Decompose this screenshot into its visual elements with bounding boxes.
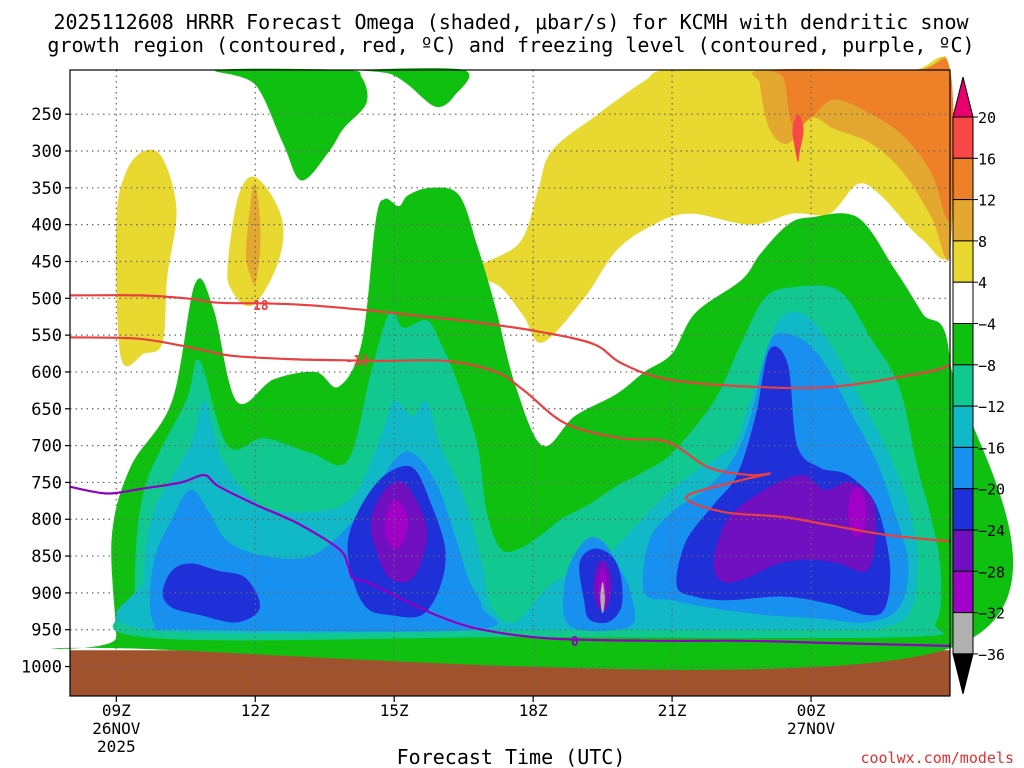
colorbar-label-7: −12: [978, 398, 1005, 416]
colorbar-label-5: −4: [978, 316, 996, 334]
y-tick-label-900: 900: [31, 584, 62, 604]
contour-1: [69, 336, 951, 543]
colorbar-swatch-10: [952, 488, 974, 531]
y-tick-label-300: 300: [31, 142, 62, 162]
omega-band-5-region-0: [215, 68, 368, 181]
colorbar-label-2: 12: [978, 192, 996, 210]
omega-band-1-region-1: [116, 149, 177, 367]
colorbar-label-12: −32: [978, 605, 1005, 623]
plot-frame: [69, 69, 951, 697]
colorbar-swatch-1: [952, 116, 974, 159]
y-tick-label-750: 750: [31, 473, 62, 493]
colorbar-swatch-12: [952, 570, 974, 614]
colorbar-swatch-8: [952, 405, 974, 448]
colorbar-swatch-6: [952, 323, 974, 366]
colorbar-label-0: 20: [978, 109, 996, 127]
colorbar-legend: 20 16 12 8 4 −4 −8 −12 −16 −20 −24 −28 −32 −36: [952, 76, 1005, 695]
colorbar-label-8: −16: [978, 439, 1005, 457]
x-tick-label-00Z-1: 27NOV: [787, 719, 836, 738]
gridlines: [70, 70, 950, 696]
x-tick-label-00Z-0: 00Z: [797, 701, 826, 720]
omega-band-5-region-1: [359, 67, 470, 108]
y-axis-pressure: 250 300 350 400 450 500 550 600 650 700 750 800 850 9…: [21, 105, 70, 678]
colorbar-label-4: 4: [978, 274, 987, 292]
y-tick-label-350: 350: [31, 179, 62, 199]
x-tick-label-12Z-0: 12Z: [241, 701, 270, 720]
omega-band-2-region-1: [246, 183, 261, 285]
x-tick-label-15Z-0: 15Z: [380, 701, 409, 720]
x-axis-title: Forecast Time (UTC): [397, 745, 626, 768]
y-tick-label-550: 550: [31, 326, 62, 346]
y-tick-label-250: 250: [31, 105, 62, 125]
colorbar-top-arrow: [952, 76, 974, 118]
contour-label-0: 18: [253, 299, 269, 314]
contour-label-2: 0: [571, 635, 579, 650]
contour-lines: 18 -12 0: [69, 294, 951, 650]
chart-title-line-2: growth region (contoured, red, ºC) and f…: [47, 33, 974, 57]
colorbar-swatch-7: [952, 364, 974, 407]
contour-label-1: -12: [345, 354, 368, 369]
x-tick-label-09Z-1: 26NOV: [92, 719, 141, 738]
site-credit: coolwx.com/models: [860, 749, 1014, 767]
y-tick-label-400: 400: [31, 216, 62, 236]
omega-band-11-region-2: [848, 487, 867, 537]
colorbar-swatch-13: [952, 612, 974, 655]
colorbar-swatch-2: [952, 157, 974, 201]
colorbar-swatch-9: [952, 446, 974, 490]
colorbar-label-11: −28: [978, 563, 1005, 581]
y-tick-label-1000: 1000: [21, 658, 62, 678]
colorbar-label-3: 8: [978, 233, 987, 251]
colorbar-label-1: 16: [978, 150, 996, 168]
colorbar-label-10: −24: [978, 522, 1005, 540]
y-tick-label-850: 850: [31, 547, 62, 567]
colorbar-swatch-3: [952, 199, 974, 242]
omega-band-12-region-0: [600, 581, 605, 614]
x-tick-label-18Z-0: 18Z: [519, 701, 548, 720]
omega-band-3-region-0: [761, 59, 954, 221]
colorbar-label-9: −20: [978, 481, 1005, 499]
x-tick-label-21Z-0: 21Z: [658, 701, 687, 720]
y-tick-label-650: 650: [31, 400, 62, 420]
y-tick-label-950: 950: [31, 621, 62, 641]
colorbar-bottom-arrow: [952, 653, 974, 695]
colorbar-swatch-5: [952, 281, 974, 325]
x-tick-label-09Z-2: 2025: [97, 737, 136, 756]
chart-title-line-1: 2025112608 HRRR Forecast Omega (shaded, …: [53, 10, 969, 34]
y-tick-label-800: 800: [31, 510, 62, 530]
x-tick-label-09Z-0: 09Z: [102, 701, 131, 720]
plot-area: 18 -12 0: [51, 56, 1014, 697]
colorbar-label-6: −8: [978, 357, 996, 375]
colorbar-label-13: −36: [978, 646, 1005, 664]
y-tick-label-450: 450: [31, 252, 62, 272]
contour-0: [69, 294, 951, 390]
colorbar-swatch-4: [952, 240, 974, 283]
y-tick-label-500: 500: [31, 289, 62, 309]
omega-band-9-region-0: [162, 563, 261, 623]
omega-band-4-region-0: [792, 114, 804, 163]
contour-2: [69, 473, 951, 647]
y-tick-label-700: 700: [31, 437, 62, 457]
omega-shaded-fields: [51, 56, 1014, 696]
colorbar-swatch-11: [952, 529, 974, 572]
omega-band-11-region-0: [384, 499, 409, 550]
y-tick-label-600: 600: [31, 363, 62, 383]
